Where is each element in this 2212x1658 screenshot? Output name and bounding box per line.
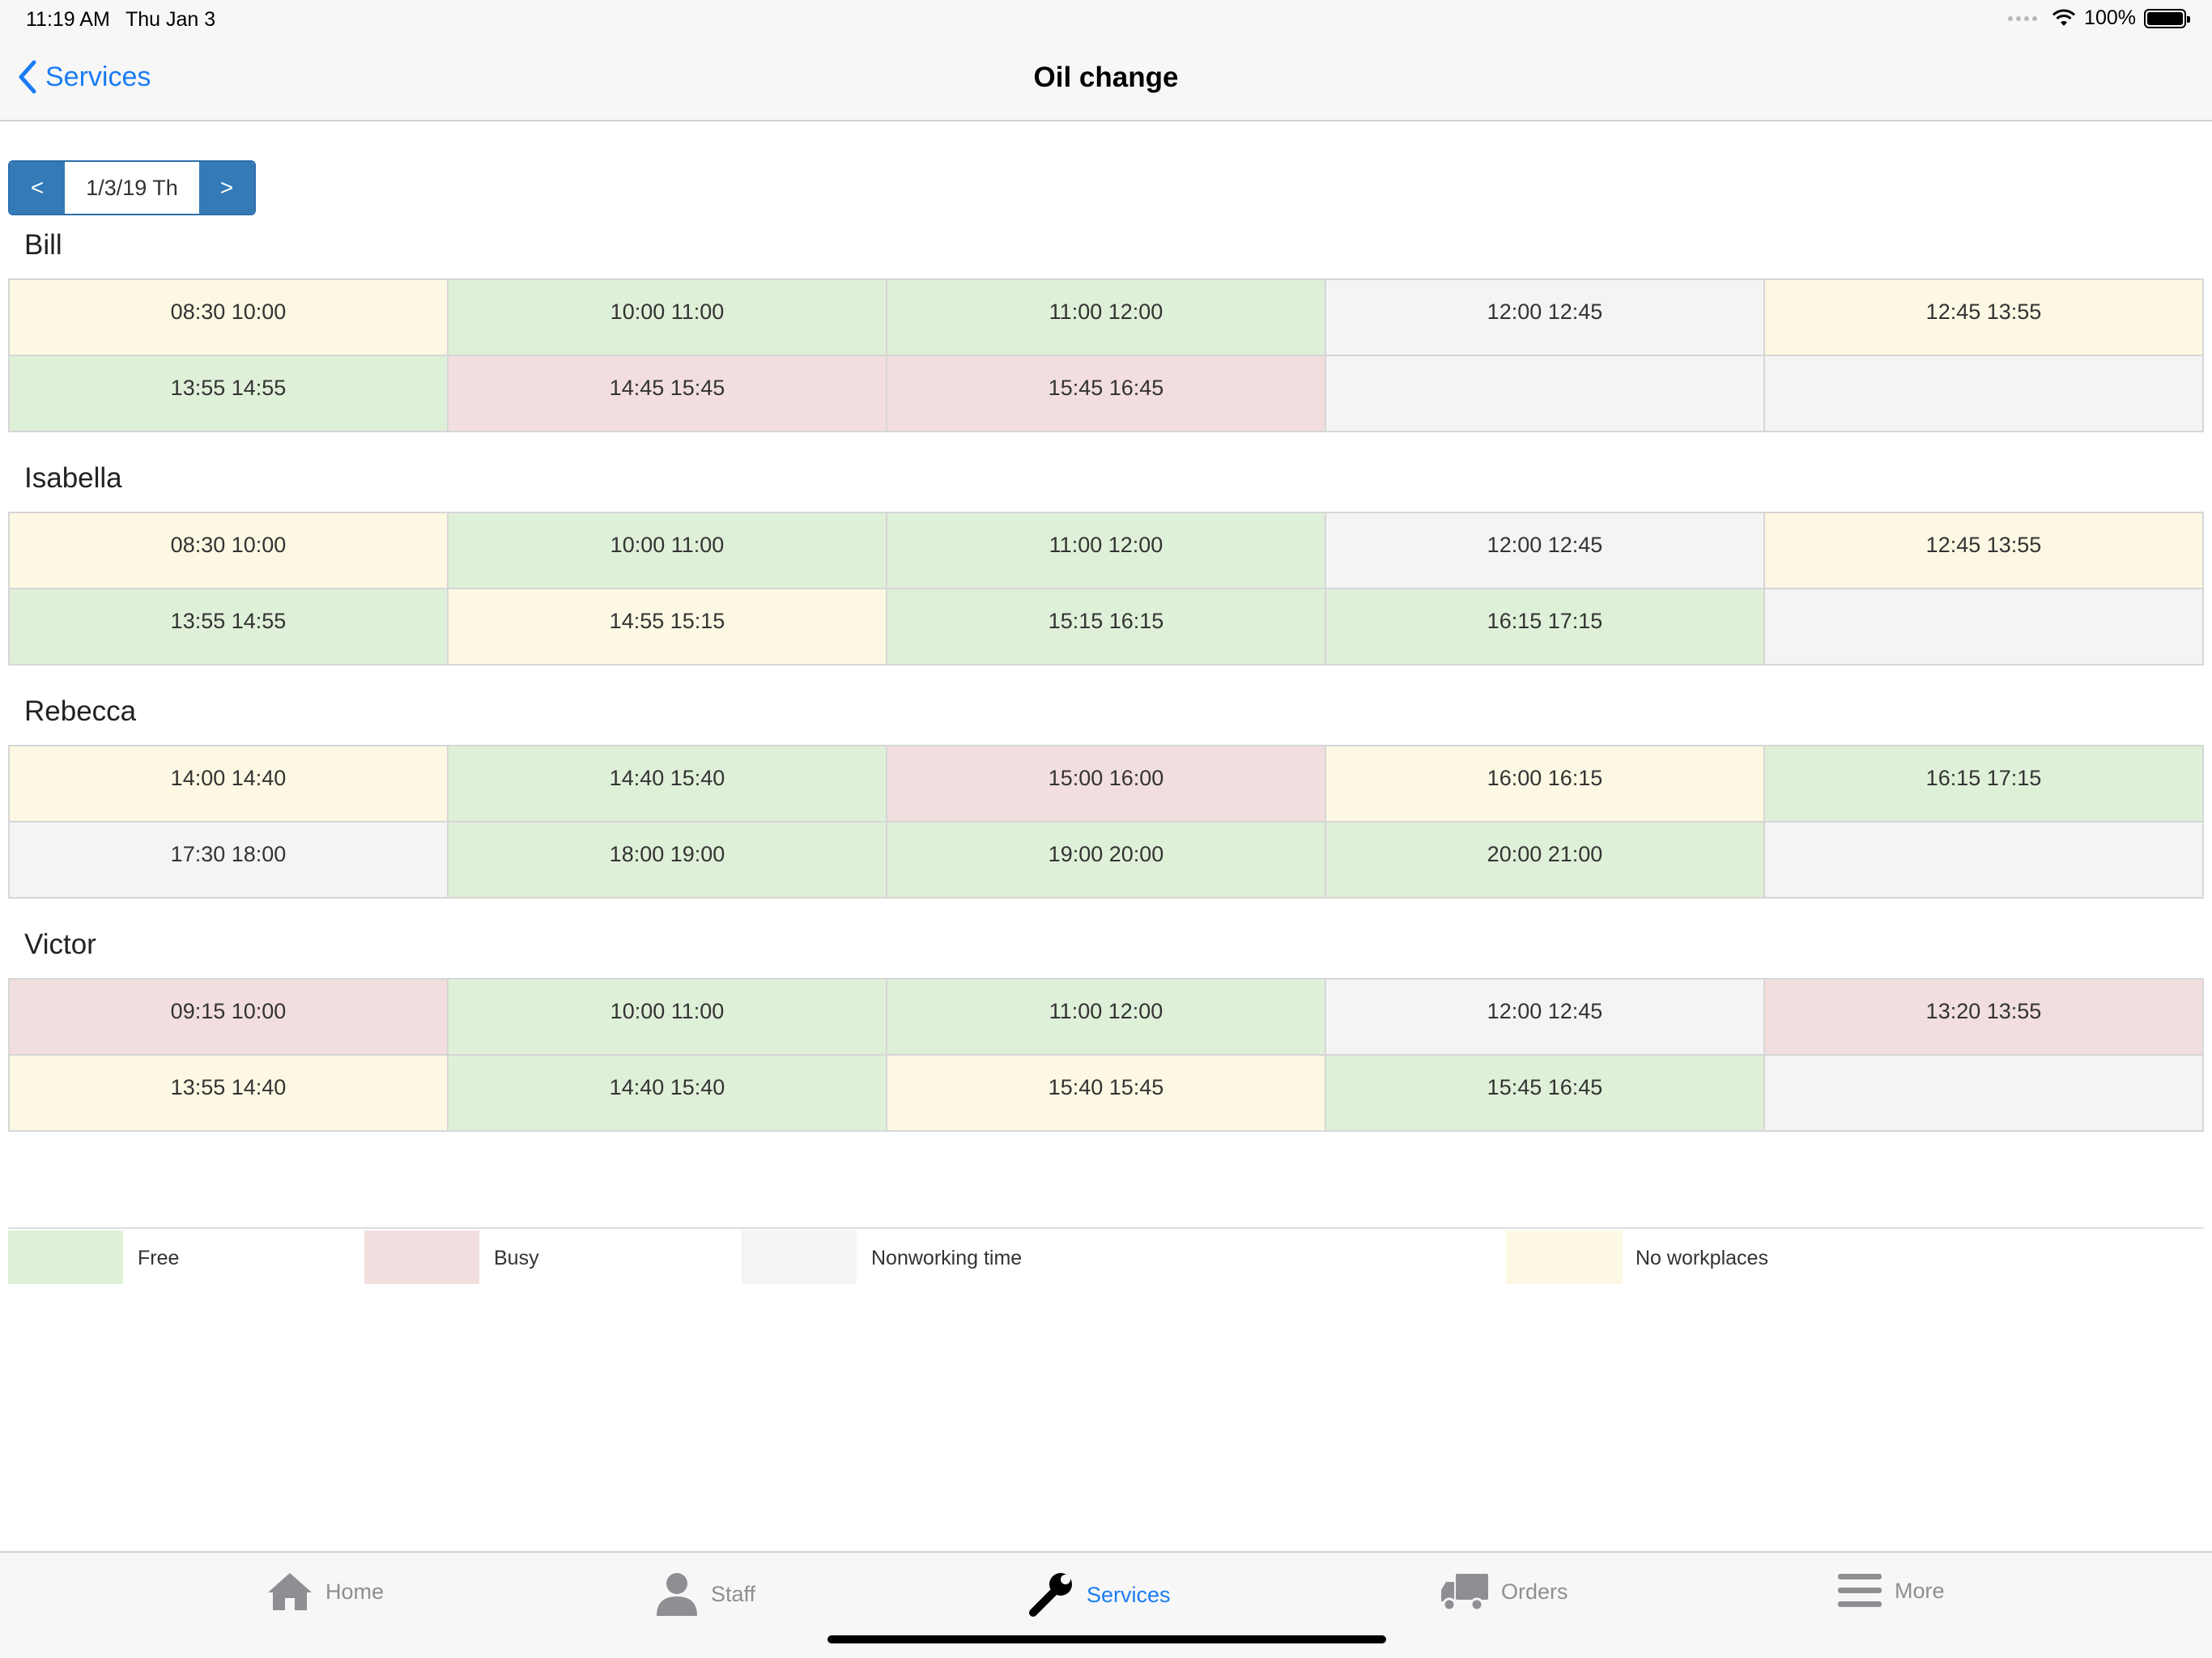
slot-grid: 09:15 10:00 10:00 11:00 11:00 12:00 12:00 1… [8, 978, 2204, 1132]
time-slot-free[interactable]: 18:00 19:00 [449, 823, 887, 899]
tab-more-label: More [1895, 1578, 1945, 1603]
page-title: Oil change [1033, 62, 1179, 93]
legend-swatch-free [8, 1231, 123, 1284]
time-slot-free[interactable]: 11:00 12:00 [887, 513, 1326, 589]
time-slot-no-workplaces[interactable]: 12:45 13:55 [1765, 513, 2204, 589]
time-slot-free[interactable]: 16:15 17:15 [1765, 746, 2204, 823]
time-slot-free[interactable]: 20:00 21:00 [1326, 823, 1765, 899]
legend: Free Busy Nonworking time No workplaces [8, 1227, 2204, 1284]
time-slot-no-workplaces[interactable]: 12:45 13:55 [1765, 280, 2204, 356]
staff-name: Bill [24, 229, 62, 261]
tab-more[interactable]: More [1836, 1571, 1945, 1611]
time-slot-free[interactable]: 14:40 15:40 [449, 1056, 887, 1132]
time-slot-no-workplaces[interactable]: 14:00 14:40 [10, 746, 449, 823]
staff-name: Rebecca [24, 695, 137, 727]
time-slot-nonworking[interactable]: 12:00 12:45 [1326, 980, 1765, 1056]
time-slot-empty [1765, 823, 2204, 899]
time-slot-no-workplaces[interactable]: 08:30 10:00 [10, 513, 449, 589]
legend-label-no-workplaces: No workplaces [1636, 1247, 1768, 1269]
time-slot-busy[interactable]: 13:20 13:55 [1765, 980, 2204, 1056]
person-icon [657, 1573, 697, 1616]
tab-staff[interactable]: Staff [654, 1571, 755, 1618]
home-icon [268, 1573, 312, 1610]
truck-icon [1441, 1574, 1488, 1612]
chevron-left-icon [19, 60, 36, 94]
time-slot-free[interactable]: 13:55 14:55 [10, 589, 449, 665]
legend-swatch-no-workplaces [1506, 1231, 1623, 1284]
status-bar: 11:19 AM Thu Jan 3 100% [0, 0, 2212, 39]
tab-home[interactable]: Home [266, 1571, 384, 1613]
tab-services[interactable]: Services [1027, 1571, 1171, 1619]
staff-name: Victor [24, 929, 96, 960]
time-slot-free[interactable]: 11:00 12:00 [887, 280, 1326, 356]
menu-icon [1838, 1574, 1882, 1607]
back-button[interactable]: Services [18, 60, 151, 94]
legend-label-nonworking: Nonworking time [871, 1247, 1023, 1269]
time-slot-empty [1326, 356, 1765, 432]
time-slot-busy[interactable]: 15:00 16:00 [887, 746, 1326, 823]
status-date: Thu Jan 3 [125, 8, 216, 31]
time-slot-free[interactable]: 10:00 11:00 [449, 280, 887, 356]
tab-orders[interactable]: Orders [1440, 1571, 1568, 1613]
navigation-bar: Services Oil change [0, 39, 2212, 121]
time-slot-free[interactable]: 14:40 15:40 [449, 746, 887, 823]
time-slot-busy[interactable]: 15:45 16:45 [887, 356, 1326, 432]
time-slot-free[interactable]: 11:00 12:00 [887, 980, 1326, 1056]
time-slot-no-workplaces[interactable]: 14:55 15:15 [449, 589, 887, 665]
time-slot-no-workplaces[interactable]: 16:00 16:15 [1326, 746, 1765, 823]
signal-icon [2008, 15, 2038, 21]
tab-home-label: Home [325, 1579, 385, 1604]
time-slot-no-workplaces[interactable]: 08:30 10:00 [10, 280, 449, 356]
home-indicator [827, 1635, 1386, 1643]
time-slot-no-workplaces[interactable]: 15:40 15:45 [887, 1056, 1326, 1132]
time-slot-free[interactable]: 15:15 16:15 [887, 589, 1326, 665]
tab-services-label: Services [1087, 1582, 1171, 1607]
date-picker: < 1/3/19 Th > [8, 160, 256, 215]
tab-staff-label: Staff [711, 1581, 756, 1606]
time-slot-nonworking[interactable]: 12:00 12:45 [1326, 280, 1765, 356]
battery-icon [2144, 8, 2190, 28]
next-day-button[interactable]: > [199, 162, 254, 214]
time-slot-busy[interactable]: 09:15 10:00 [10, 980, 449, 1056]
time-slot-nonworking[interactable]: 17:30 18:00 [10, 823, 449, 899]
legend-swatch-nonworking [742, 1231, 857, 1284]
time-slot-empty [1765, 356, 2204, 432]
time-slot-free[interactable]: 13:55 14:55 [10, 356, 449, 432]
wifi-icon [2052, 9, 2076, 26]
time-slot-free[interactable]: 19:00 20:00 [887, 823, 1326, 899]
selected-date[interactable]: 1/3/19 Th [65, 162, 199, 214]
status-time: 11:19 AM [26, 8, 110, 31]
wrench-icon [1029, 1573, 1072, 1617]
tab-orders-label: Orders [1501, 1579, 1568, 1604]
status-indicators: 100% [2008, 6, 2190, 30]
previous-day-button[interactable]: < [10, 162, 65, 214]
time-slot-free[interactable]: 15:45 16:45 [1326, 1056, 1765, 1132]
battery-percent: 100% [2084, 6, 2136, 29]
time-slot-free[interactable]: 10:00 11:00 [449, 513, 887, 589]
back-button-label: Services [45, 61, 151, 92]
time-slot-empty [1765, 589, 2204, 665]
legend-swatch-busy [364, 1231, 479, 1284]
slot-grid: 08:30 10:00 10:00 11:00 11:00 12:00 12:00 1… [8, 512, 2204, 665]
slot-grid: 08:30 10:00 10:00 11:00 11:00 12:00 12:00 1… [8, 278, 2204, 432]
legend-label-busy: Busy [494, 1247, 539, 1269]
time-slot-busy[interactable]: 14:45 15:45 [449, 356, 887, 432]
time-slot-no-workplaces[interactable]: 13:55 14:40 [10, 1056, 449, 1132]
time-slot-free[interactable]: 10:00 11:00 [449, 980, 887, 1056]
time-slot-empty [1765, 1056, 2204, 1132]
staff-name: Isabella [24, 462, 122, 494]
time-slot-nonworking[interactable]: 12:00 12:45 [1326, 513, 1765, 589]
legend-label-free: Free [138, 1247, 180, 1269]
time-slot-free[interactable]: 16:15 17:15 [1326, 589, 1765, 665]
slot-grid: 14:00 14:40 14:40 15:40 15:00 16:00 16:00 1… [8, 745, 2204, 899]
